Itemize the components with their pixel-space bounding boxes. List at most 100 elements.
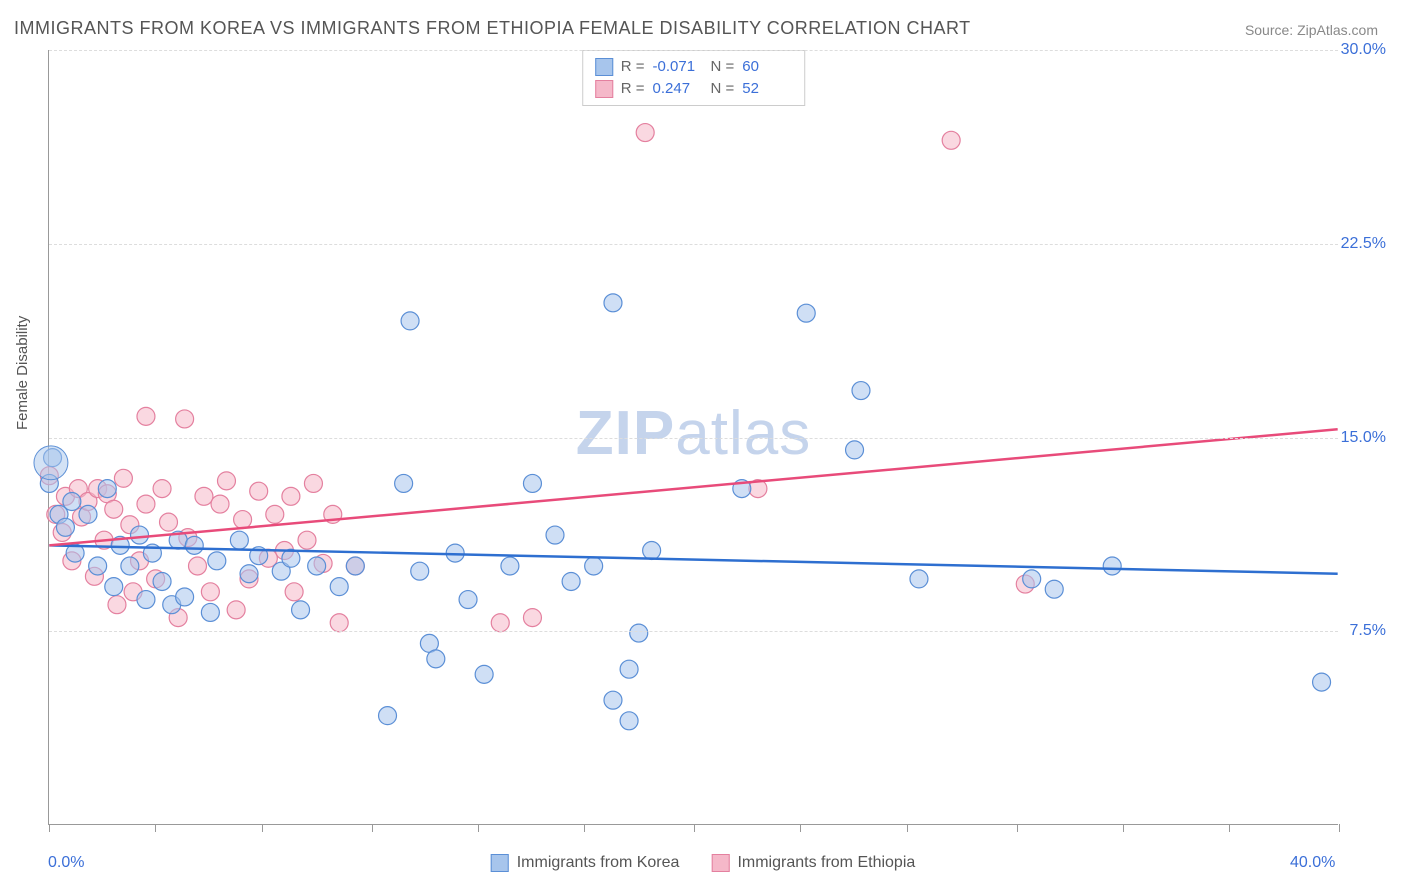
data-point	[942, 131, 960, 149]
data-point	[160, 513, 178, 531]
legend-item-korea: Immigrants from Korea	[491, 854, 680, 872]
x-tick	[372, 824, 373, 832]
gridline	[49, 631, 1338, 632]
data-point	[585, 557, 603, 575]
data-point	[266, 505, 284, 523]
chart-container: IMMIGRANTS FROM KOREA VS IMMIGRANTS FROM…	[0, 0, 1406, 892]
data-point	[395, 474, 413, 492]
data-point	[98, 480, 116, 498]
data-point	[208, 552, 226, 570]
data-point	[491, 614, 509, 632]
data-point	[211, 495, 229, 513]
data-point	[195, 487, 213, 505]
swatch-korea-icon	[491, 854, 509, 872]
data-point	[427, 650, 445, 668]
data-point	[330, 578, 348, 596]
data-point	[411, 562, 429, 580]
data-point	[546, 526, 564, 544]
bottom-legend: Immigrants from Korea Immigrants from Et…	[491, 854, 916, 872]
y-tick-label: 15.0%	[1341, 429, 1386, 447]
data-point	[137, 495, 155, 513]
gridline	[49, 438, 1338, 439]
data-point	[250, 482, 268, 500]
data-point	[234, 511, 252, 529]
data-point	[56, 518, 74, 536]
data-point	[153, 572, 171, 590]
x-tick	[1123, 824, 1124, 832]
x-tick	[1339, 824, 1340, 832]
x-tick	[907, 824, 908, 832]
data-point	[636, 124, 654, 142]
data-point	[523, 474, 541, 492]
data-point	[137, 407, 155, 425]
data-point	[105, 500, 123, 518]
data-point	[459, 591, 477, 609]
data-point	[604, 691, 622, 709]
data-point	[308, 557, 326, 575]
data-point-large	[34, 446, 68, 480]
y-axis-label: Female Disability	[14, 316, 31, 430]
data-point	[852, 382, 870, 400]
data-point	[604, 294, 622, 312]
data-point	[501, 557, 519, 575]
data-point	[1313, 673, 1331, 691]
data-point	[201, 583, 219, 601]
data-point	[475, 665, 493, 683]
data-point	[105, 578, 123, 596]
data-point	[230, 531, 248, 549]
data-point	[379, 707, 397, 725]
data-point	[304, 474, 322, 492]
data-point	[797, 304, 815, 322]
plot-area: ZIPatlas R = -0.071 N = 60 R = 0.247 N =…	[48, 50, 1338, 825]
data-point	[1103, 557, 1121, 575]
x-tick	[1229, 824, 1230, 832]
data-point	[176, 410, 194, 428]
data-point	[79, 505, 97, 523]
data-point	[620, 660, 638, 678]
x-tick	[262, 824, 263, 832]
data-point	[292, 601, 310, 619]
data-point	[217, 472, 235, 490]
legend-item-ethiopia: Immigrants from Ethiopia	[711, 854, 915, 872]
data-point	[643, 542, 661, 560]
data-point	[346, 557, 364, 575]
data-point	[121, 557, 139, 575]
data-point	[176, 588, 194, 606]
gridline	[49, 244, 1338, 245]
data-point	[108, 596, 126, 614]
data-point	[137, 591, 155, 609]
source-label: Source: ZipAtlas.com	[1245, 22, 1378, 38]
x-tick	[478, 824, 479, 832]
swatch-ethiopia-icon	[711, 854, 729, 872]
data-point	[846, 441, 864, 459]
x-tick	[584, 824, 585, 832]
data-point	[114, 469, 132, 487]
x-tick	[1017, 824, 1018, 832]
data-point	[240, 565, 258, 583]
data-point	[153, 480, 171, 498]
data-point	[562, 572, 580, 590]
data-point	[401, 312, 419, 330]
legend-label-korea: Immigrants from Korea	[517, 854, 680, 872]
gridline	[49, 50, 1338, 51]
data-point	[630, 624, 648, 642]
data-point	[330, 614, 348, 632]
y-tick-label: 22.5%	[1341, 235, 1386, 253]
data-point	[285, 583, 303, 601]
data-point	[201, 603, 219, 621]
data-point	[282, 487, 300, 505]
data-point	[63, 493, 81, 511]
data-point	[910, 570, 928, 588]
data-point	[523, 609, 541, 627]
data-point	[1045, 580, 1063, 598]
x-tick	[800, 824, 801, 832]
x-tick	[155, 824, 156, 832]
x-tick-label: 40.0%	[1290, 854, 1335, 872]
y-tick-label: 7.5%	[1350, 622, 1386, 640]
x-tick-label: 0.0%	[48, 854, 84, 872]
data-point	[620, 712, 638, 730]
x-tick	[694, 824, 695, 832]
data-point	[189, 557, 207, 575]
y-tick-label: 30.0%	[1341, 41, 1386, 59]
data-point	[1023, 570, 1041, 588]
